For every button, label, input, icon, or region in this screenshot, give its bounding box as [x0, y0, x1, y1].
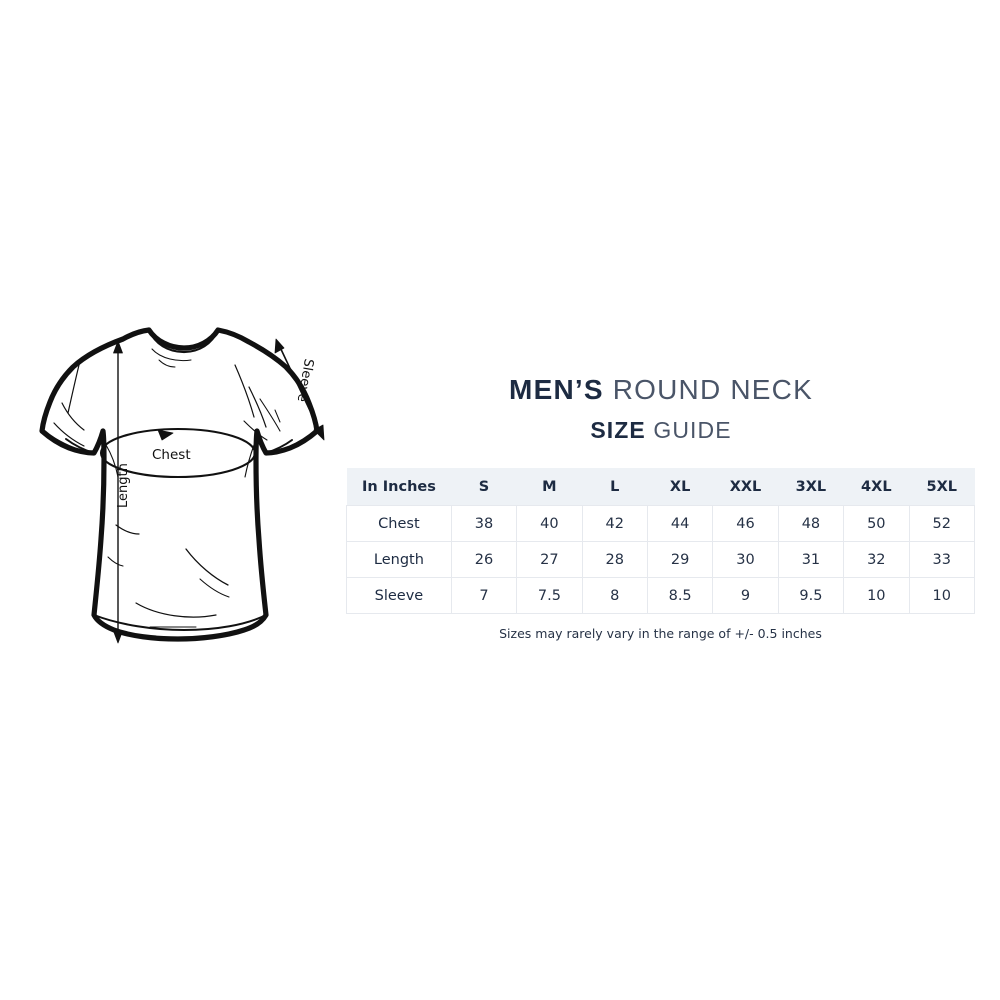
size-variation-note: Sizes may rarely vary in the range of +/… [499, 626, 822, 641]
cell-length-s: 26 [450, 541, 518, 578]
main-title: MEN’S ROUND NECK [346, 372, 976, 409]
sub-title-light: GUIDE [653, 416, 732, 443]
column-header-5xl: 5XL [909, 468, 975, 506]
cell-sleeve-m: 7.5 [516, 577, 583, 614]
row-label-length: Length [346, 541, 452, 578]
column-header-in-inches: In Inches [346, 468, 452, 506]
tshirt-illustration [28, 325, 358, 675]
row-label-chest: Chest [346, 505, 452, 542]
column-header-m: M [516, 468, 583, 506]
cell-sleeve-3xl: 9.5 [777, 577, 845, 614]
cell-chest-xxl: 46 [712, 505, 779, 542]
cell-length-xxl: 30 [712, 541, 779, 578]
table-row: Length 26 27 28 29 30 31 32 33 [346, 541, 975, 578]
cell-length-xl: 29 [646, 541, 714, 578]
cell-sleeve-5xl: 10 [908, 577, 975, 614]
table-row: Chest 38 40 42 44 46 48 50 52 [346, 505, 975, 542]
cell-sleeve-xxl: 9 [712, 577, 779, 614]
size-table-container: In Inches S M L XL XXL 3XL 4XL 5XL Chest… [346, 468, 975, 614]
cell-length-3xl: 31 [777, 541, 845, 578]
column-header-4xl: 4XL [843, 468, 909, 506]
sub-title-strong: SIZE [590, 416, 646, 443]
column-header-s: S [451, 468, 517, 506]
cell-length-4xl: 32 [843, 541, 910, 578]
cell-length-l: 28 [581, 541, 648, 578]
tshirt-outline-svg [39, 327, 325, 644]
size-table: In Inches S M L XL XXL 3XL 4XL 5XL Chest… [346, 468, 975, 614]
cell-sleeve-s: 7 [450, 577, 518, 614]
cell-chest-4xl: 50 [843, 505, 910, 542]
cell-chest-m: 40 [516, 505, 583, 542]
table-row: Sleeve 7 7.5 8 8.5 9 9.5 10 10 [346, 577, 975, 614]
main-title-light: ROUND NECK [612, 374, 813, 405]
column-header-xl: XL [647, 468, 713, 506]
title-block: MEN’S ROUND NECK SIZE GUIDE [346, 372, 976, 446]
size-table-head: In Inches S M L XL XXL 3XL 4XL 5XL [346, 468, 975, 506]
main-title-strong: MEN’S [509, 374, 604, 405]
cell-sleeve-4xl: 10 [843, 577, 910, 614]
cell-sleeve-xl: 8.5 [646, 577, 714, 614]
cell-chest-l: 42 [581, 505, 648, 542]
cell-chest-xl: 44 [646, 505, 714, 542]
sub-title: SIZE GUIDE [346, 416, 976, 446]
cell-sleeve-l: 8 [581, 577, 648, 614]
length-measure-label: Length [116, 463, 131, 508]
cell-length-5xl: 33 [908, 541, 975, 578]
column-header-xxl: XXL [712, 468, 779, 506]
row-label-sleeve: Sleeve [346, 577, 452, 614]
column-header-3xl: 3XL [778, 468, 844, 506]
table-header-row: In Inches S M L XL XXL 3XL 4XL 5XL [346, 468, 975, 506]
column-header-l: L [582, 468, 648, 506]
chest-measure-label: Chest [152, 447, 191, 463]
size-table-body: Chest 38 40 42 44 46 48 50 52 Length 26 … [346, 505, 975, 614]
cell-chest-s: 38 [450, 505, 518, 542]
cell-chest-5xl: 52 [908, 505, 975, 542]
cell-length-m: 27 [516, 541, 583, 578]
cell-chest-3xl: 48 [777, 505, 845, 542]
